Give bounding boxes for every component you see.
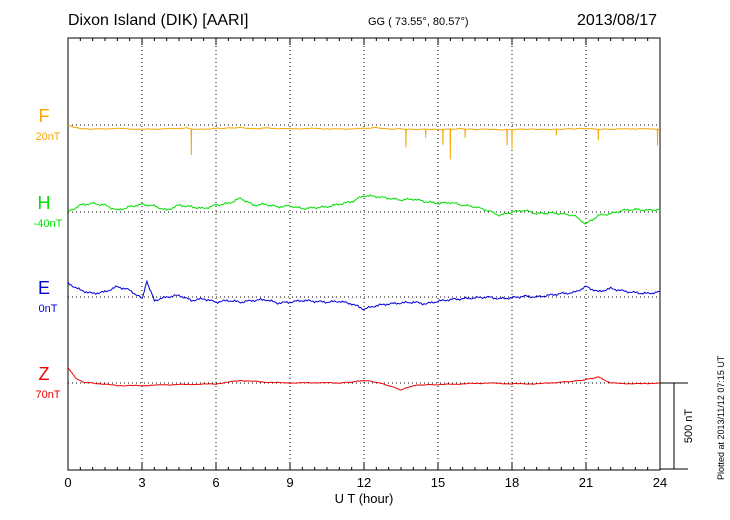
x-tick-label: 18 xyxy=(505,475,519,490)
baseline-label-f: 20nT xyxy=(35,131,60,143)
plotted-timestamp: Plotted at 2013/11/12 07:15 UT xyxy=(716,355,726,480)
x-tick-label: 12 xyxy=(357,475,371,490)
grid-lines xyxy=(141,38,587,470)
baseline-label-z: 70nT xyxy=(35,389,60,401)
scale-bar: 500 nT xyxy=(660,382,695,470)
series-name-f: F xyxy=(39,106,50,126)
x-tick-label: 21 xyxy=(579,475,593,490)
plot-date: 2013/08/17 xyxy=(577,12,658,29)
x-tick-label: 15 xyxy=(431,475,445,490)
series-line-f xyxy=(68,124,660,160)
series-group xyxy=(67,124,661,391)
x-axis: 0 3 6 9 12 15 18 21 24 U T (hour) xyxy=(64,38,667,506)
series-line-z xyxy=(67,367,661,391)
x-axis-label: U T (hour) xyxy=(335,491,394,506)
x-tick-label: 24 xyxy=(653,475,667,490)
series-name-z: Z xyxy=(39,364,50,384)
baseline-label-h: -40nT xyxy=(34,218,63,230)
x-tick-label: 6 xyxy=(212,475,219,490)
series-labels: F 20nT H -40nT E 0nT Z 70nT xyxy=(34,106,63,401)
baseline-label-e: 0nT xyxy=(39,303,58,315)
baselines xyxy=(68,124,660,384)
series-line-h xyxy=(68,194,660,225)
x-tick-label: 9 xyxy=(286,475,293,490)
series-name-h: H xyxy=(38,193,51,213)
station-title: Dixon Island (DIK) [AARI] xyxy=(68,12,249,29)
series-line-e xyxy=(67,279,661,310)
series-name-e: E xyxy=(38,278,50,298)
geographic-coordinates: GG ( 73.55°, 80.57°) xyxy=(368,16,469,28)
scale-bar-label: 500 nT xyxy=(683,409,695,444)
x-tick-label: 3 xyxy=(138,475,145,490)
x-tick-label: 0 xyxy=(64,475,71,490)
